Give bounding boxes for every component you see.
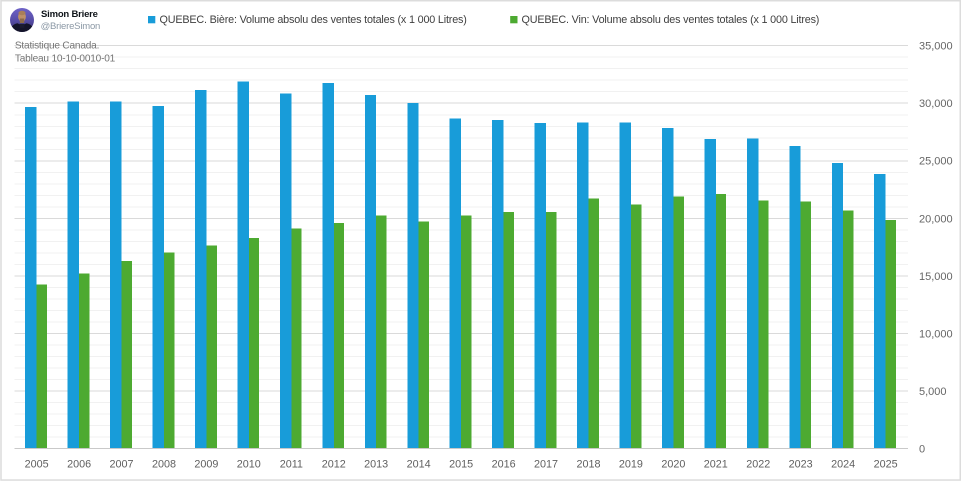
svg-text:2019: 2019 [619, 458, 643, 470]
svg-text:Tableau 10-10-0010-01: Tableau 10-10-0010-01 [15, 54, 116, 65]
svg-text:2007: 2007 [109, 458, 133, 470]
svg-text:15,000: 15,000 [919, 271, 953, 283]
svg-text:2009: 2009 [194, 458, 218, 470]
svg-text:QUEBEC. Bière: Volume absolu d: QUEBEC. Bière: Volume absolu des ventes … [160, 14, 467, 26]
svg-text:QUEBEC. Vin: Volume absolu des: QUEBEC. Vin: Volume absolu des ventes to… [522, 14, 820, 26]
svg-text:25,000: 25,000 [919, 156, 953, 168]
svg-text:0: 0 [919, 444, 925, 456]
svg-text:2021: 2021 [704, 458, 728, 470]
svg-text:2023: 2023 [789, 458, 813, 470]
svg-text:2012: 2012 [322, 458, 346, 470]
svg-text:2008: 2008 [152, 458, 176, 470]
svg-text:@BriereSimon: @BriereSimon [41, 21, 101, 32]
svg-text:2013: 2013 [364, 458, 388, 470]
svg-text:20,000: 20,000 [919, 213, 953, 225]
svg-text:2014: 2014 [407, 458, 431, 470]
svg-text:2011: 2011 [280, 458, 303, 470]
svg-text:2010: 2010 [237, 458, 261, 470]
svg-text:30,000: 30,000 [919, 98, 953, 110]
svg-text:10,000: 10,000 [919, 328, 953, 340]
svg-text:2025: 2025 [874, 458, 898, 470]
svg-text:2006: 2006 [67, 458, 91, 470]
svg-text:5,000: 5,000 [919, 386, 947, 398]
svg-text:2024: 2024 [831, 458, 855, 470]
svg-text:2022: 2022 [746, 458, 770, 470]
svg-text:2018: 2018 [576, 458, 600, 470]
svg-text:Simon Briere: Simon Briere [41, 9, 98, 20]
svg-text:2020: 2020 [661, 458, 685, 470]
svg-text:2015: 2015 [449, 458, 473, 470]
svg-text:2017: 2017 [534, 458, 558, 470]
svg-text:35,000: 35,000 [919, 41, 953, 53]
svg-text:Statistique Canada.: Statistique Canada. [15, 41, 99, 52]
svg-text:2005: 2005 [25, 458, 49, 470]
svg-text:2016: 2016 [492, 458, 516, 470]
